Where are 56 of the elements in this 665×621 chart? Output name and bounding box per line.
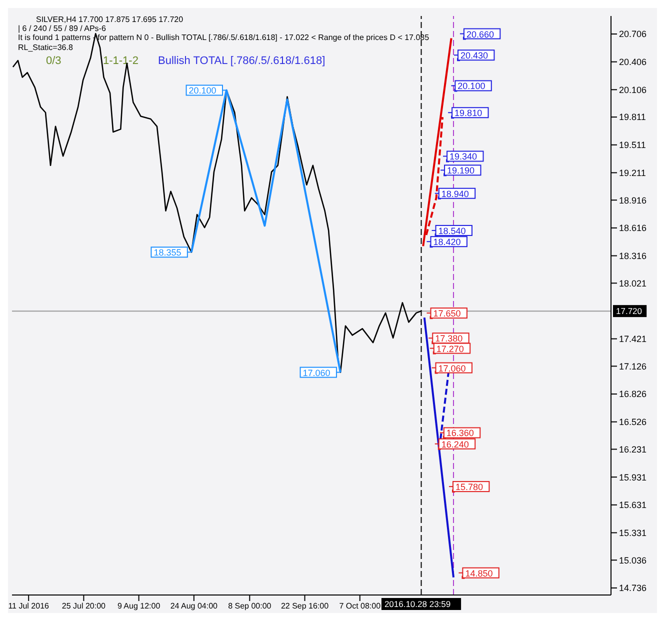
chart-title: SILVER,H4 17.700 17.875 17.695 17.720 (36, 15, 184, 24)
data-label: 17.650 (433, 308, 461, 319)
x-tick-label: 22 Sep 16:00 (280, 602, 330, 611)
data-label: 17.060 (438, 363, 466, 374)
y-tick-label: 14.736 (619, 583, 647, 594)
y-tick-label: 18.316 (619, 250, 647, 261)
annotation: 0/3 (46, 55, 62, 67)
y-tick-label: 19.811 (619, 112, 646, 122)
data-label: 18.355 (154, 248, 182, 258)
data-label: 16.360 (446, 428, 474, 438)
y-tick-label: 18.021 (619, 278, 647, 288)
y-tick-label: 20.406 (619, 57, 647, 68)
y-tick-label: 16.231 (619, 444, 647, 454)
data-label: 19.810 (454, 108, 482, 118)
data-label: 18.940 (441, 188, 469, 199)
data-label: 14.850 (465, 568, 493, 578)
data-label: 20.660 (466, 29, 494, 40)
data-label: 19.190 (447, 166, 475, 176)
y-tick-label: 20.106 (619, 84, 647, 95)
text: | 6 / 240 / 55 / 89 / APs-6 (18, 24, 106, 33)
ref-line-label: 17.720 (616, 306, 642, 316)
y-tick-label: 15.931 (619, 472, 647, 482)
y-tick-label: 15.331 (619, 528, 647, 538)
data-label: 17.380 (435, 334, 463, 344)
data-label: 18.540 (438, 226, 466, 236)
data-label: 16.240 (441, 439, 469, 450)
data-label: 17.060 (302, 368, 330, 378)
annotation: Bullish TOTAL [.786/.5/.618/1.618] (158, 55, 326, 67)
x-tick-label: 24 Aug 04:00 (170, 602, 218, 611)
data-label: 17.270 (436, 344, 464, 354)
x-tick-label: 25 Jul 20:00 (62, 602, 106, 611)
y-tick-label: 18.916 (619, 195, 647, 206)
annotation: 1-1-1-2 (103, 55, 138, 67)
annotation: It is found 1 patterns - for pattern N 0 - Bullish TOTAL [.786/.5/.618/1.618] - 17.022 < Range of the prices D < 17.085 (18, 33, 430, 42)
y-tick-label: 17.421 (619, 334, 647, 344)
y-tick-label: 18.616 (619, 223, 647, 234)
y-tick-label: 15.631 (619, 500, 647, 510)
data-label: 15.780 (455, 482, 484, 492)
y-tick-label: 17.126 (619, 361, 647, 372)
x-tick-label: 8 Sep 00:00 (228, 602, 272, 611)
x-tick-label: 9 Aug 12:00 (117, 602, 161, 611)
y-tick-label: 16.526 (619, 417, 647, 428)
data-label: 20.430 (460, 50, 488, 61)
data-label: 20.100 (458, 81, 486, 92)
y-tick-label: 19.211 (619, 168, 646, 178)
data-label: 18.420 (433, 237, 461, 248)
y-tick-label: 19.511 (619, 140, 646, 150)
x-tick-label: 7 Oct 08:00 (339, 602, 382, 611)
y-tick-label: 16.826 (619, 389, 647, 400)
data-label: 19.340 (450, 152, 478, 162)
y-tick-label: 20.706 (619, 29, 647, 40)
y-tick-label: 15.036 (619, 555, 647, 566)
annotation: RL_Static=36.8 (18, 43, 74, 52)
ref-line-label: 2016.10.28 23:59 (384, 599, 451, 609)
x-tick-label: 11 Jul 2016 (8, 602, 50, 611)
data-label: 20.100 (188, 86, 216, 96)
